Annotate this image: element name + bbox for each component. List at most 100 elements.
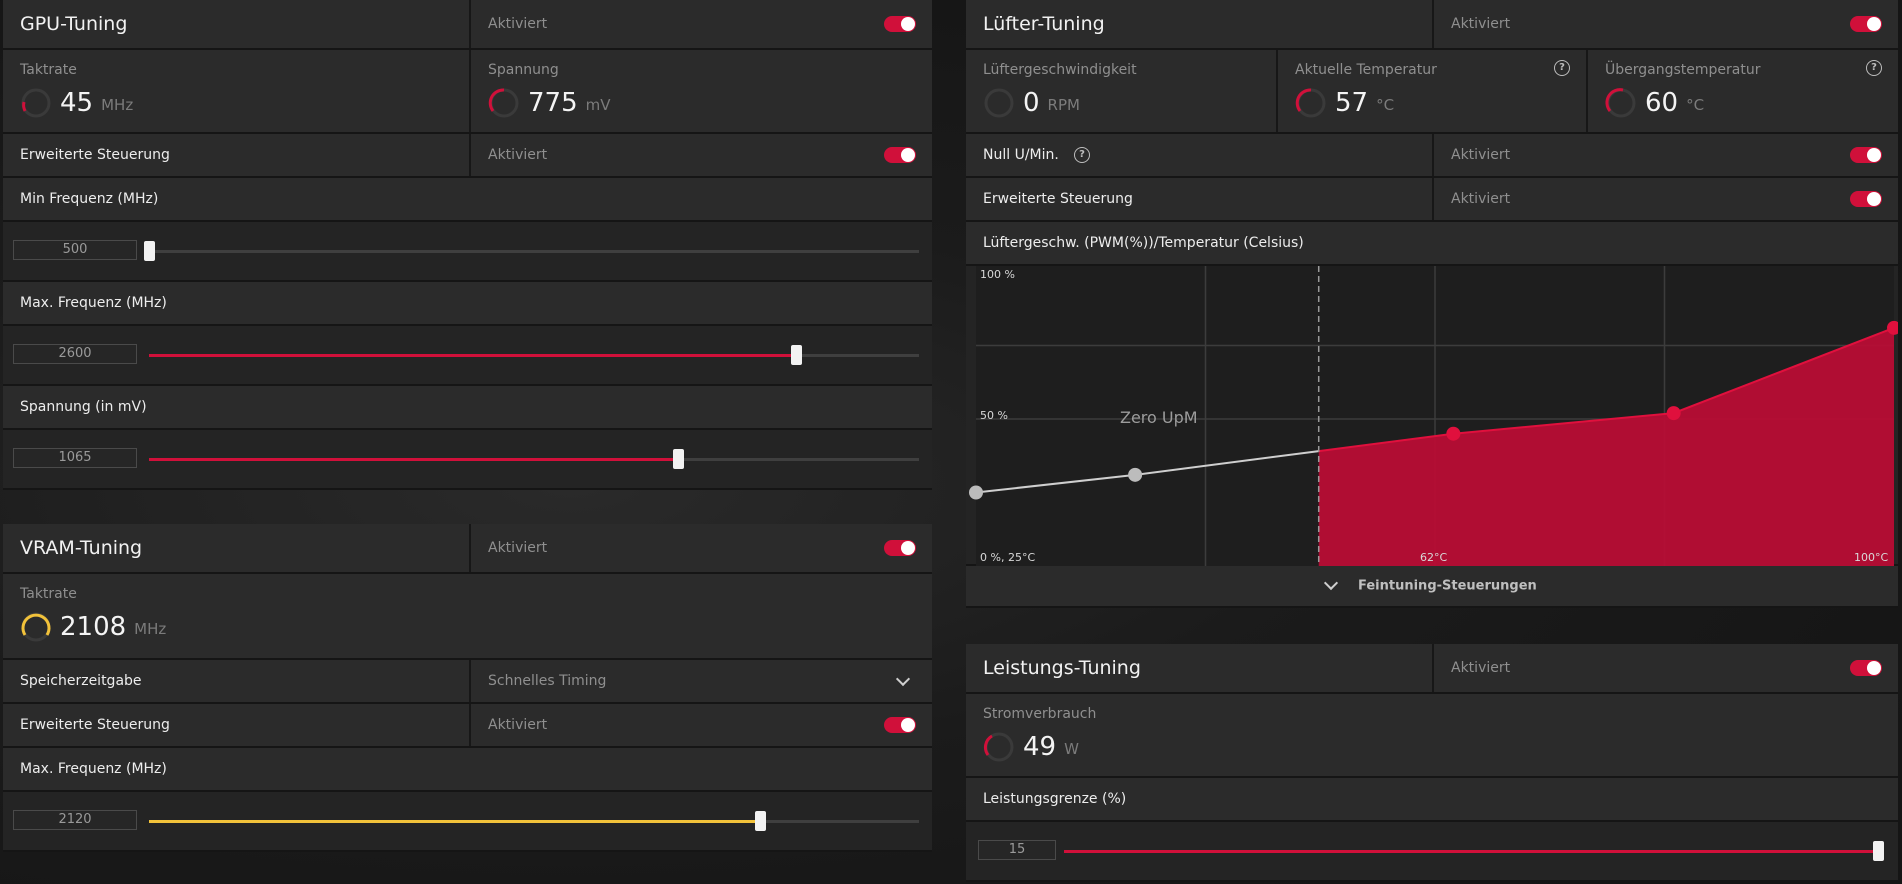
power-consumption-unit: W — [1064, 740, 1079, 758]
fan-speed-value: 0 — [1023, 88, 1040, 118]
fine-tune-row[interactable]: Feintuning-Steuerungen — [966, 566, 1898, 608]
fan-advanced-label: Erweiterte Steuerung — [983, 191, 1133, 207]
y-tick-top: 100 % — [980, 268, 1015, 281]
vram-header-row: VRAM-Tuning Aktiviert — [3, 524, 932, 574]
fan-advanced-row: Erweiterte Steuerung Aktiviert — [966, 178, 1898, 222]
zero-rpm-row: Null U/Min. ? Aktiviert — [966, 134, 1898, 178]
fan-curve-chart-row: 100 % 50 % 0 %, 25°C 62°C 100°C Zero UpM — [966, 266, 1898, 566]
power-limit-thumb[interactable] — [1873, 841, 1884, 861]
memory-timing-dropdown[interactable]: Schnelles Timing — [469, 660, 932, 702]
min-freq-input[interactable]: 500 — [13, 240, 137, 260]
fan-curve-line-active — [1318, 326, 1895, 453]
fan-tuning-toggle[interactable] — [1850, 16, 1882, 32]
power-consumption-label: Stromverbrauch — [983, 706, 1097, 722]
help-icon[interactable]: ? — [1554, 60, 1570, 76]
vram-max-freq-slider[interactable] — [149, 811, 919, 831]
junction-temp-unit: °C — [1686, 96, 1705, 114]
gpu-clock-label: Taktrate — [20, 62, 77, 78]
voltage-input[interactable]: 1065 — [13, 448, 137, 468]
fan-curve-label: Lüftergeschw. (PWM(%))/Temperatur (Celsi… — [983, 235, 1304, 251]
power-limit-label-row: Leistungsgrenze (%) — [966, 778, 1898, 822]
memory-timing-label: Speicherzeitgabe — [20, 673, 142, 689]
fan-curve-point[interactable] — [1666, 406, 1681, 421]
gauge-icon — [1605, 88, 1636, 118]
gauge-icon — [1295, 88, 1326, 118]
vram-status: Aktiviert — [488, 540, 548, 556]
voltage-slider-row: 1065 — [3, 430, 932, 490]
power-limit-input[interactable]: 15 — [978, 840, 1056, 860]
x-tick-max: 100°C — [1854, 551, 1888, 564]
gpu-clock-unit: MHz — [101, 96, 134, 114]
vram-tuning-toggle[interactable] — [884, 540, 916, 556]
max-freq-slider-row: 2600 — [3, 326, 932, 386]
fan-advanced-toggle[interactable] — [1850, 191, 1882, 207]
voltage-slider[interactable] — [149, 449, 919, 469]
vram-clock-value: 2108 — [60, 612, 127, 642]
origin-label: 0 %, 25°C — [980, 551, 1035, 564]
gpu-voltage-unit: mV — [585, 96, 611, 114]
gpu-clock-value: 45 — [60, 88, 94, 118]
gpu-header-row: GPU-Tuning Aktiviert — [3, 0, 932, 50]
gpu-tuning-panel: GPU-Tuning Aktiviert Taktrate 45 MHz Spa… — [3, 0, 932, 490]
max-freq-slider[interactable] — [149, 345, 919, 365]
gpu-advanced-status: Aktiviert — [488, 147, 548, 163]
fan-curve-fill — [1318, 327, 1894, 566]
zero-rpm-toggle[interactable] — [1850, 147, 1882, 163]
power-limit-slider-row: 15 — [966, 822, 1898, 882]
chevron-down-icon — [895, 671, 911, 687]
fan-curve-chart[interactable]: 100 % 50 % 0 %, 25°C 62°C 100°C Zero UpM — [966, 266, 1898, 566]
fan-curve-point[interactable] — [1887, 320, 1898, 335]
gpu-voltage-label: Spannung — [488, 62, 559, 78]
fan-curve-label-row: Lüftergeschw. (PWM(%))/Temperatur (Celsi… — [966, 222, 1898, 266]
fan-title: Lüfter-Tuning — [983, 13, 1105, 35]
power-limit-label: Leistungsgrenze (%) — [983, 791, 1127, 807]
help-icon[interactable]: ? — [1074, 147, 1090, 163]
vram-max-freq-input[interactable]: 2120 — [13, 810, 137, 830]
fan-curve-point[interactable] — [1446, 426, 1461, 441]
vram-max-freq-slider-row: 2120 — [3, 792, 932, 852]
vram-advanced-toggle[interactable] — [884, 717, 916, 733]
gpu-advanced-row: Erweiterte Steuerung Aktiviert — [3, 134, 932, 178]
memory-timing-value: Schnelles Timing — [488, 673, 607, 689]
zero-rpm-annotation: Zero UpM — [1120, 408, 1198, 427]
voltage-slider-label: Spannung (in mV) — [20, 399, 147, 415]
gauge-icon — [21, 612, 51, 642]
vram-max-freq-thumb[interactable] — [754, 811, 766, 831]
vram-clock-label: Taktrate — [20, 586, 77, 602]
gauge-icon — [21, 88, 51, 118]
vram-advanced-label: Erweiterte Steuerung — [20, 717, 170, 733]
current-temp-unit: °C — [1376, 96, 1395, 114]
gpu-advanced-label: Erweiterte Steuerung — [20, 147, 170, 163]
gpu-title: GPU-Tuning — [20, 13, 128, 35]
vram-metrics-row: Taktrate 2108 MHz — [3, 574, 932, 660]
help-icon[interactable]: ? — [1866, 60, 1882, 76]
power-tuning-toggle[interactable] — [1850, 660, 1882, 676]
memory-timing-row: Speicherzeitgabe Schnelles Timing — [3, 660, 932, 704]
vram-max-freq-label: Max. Frequenz (MHz) — [20, 761, 167, 777]
fan-status: Aktiviert — [1451, 16, 1511, 32]
power-limit-slider[interactable] — [1064, 841, 1884, 861]
fan-header-row: Lüfter-Tuning Aktiviert — [966, 0, 1898, 50]
junction-temp-label: Übergangstemperatur — [1605, 62, 1761, 78]
max-freq-input[interactable]: 2600 — [13, 344, 137, 364]
power-status: Aktiviert — [1451, 660, 1511, 676]
gpu-status: Aktiviert — [488, 16, 548, 32]
min-freq-slider[interactable] — [144, 241, 919, 261]
gpu-tuning-toggle[interactable] — [884, 16, 916, 32]
max-freq-thumb[interactable] — [790, 345, 802, 365]
gpu-advanced-toggle[interactable] — [884, 147, 916, 163]
voltage-thumb[interactable] — [672, 449, 684, 469]
voltage-label-row: Spannung (in mV) — [3, 386, 932, 430]
voltage-fill — [149, 458, 678, 461]
fan-curve-points — [969, 320, 1898, 500]
fan-curve-point[interactable] — [1128, 467, 1143, 482]
gauge-icon — [984, 88, 1014, 118]
fan-curve-point[interactable] — [969, 485, 983, 500]
max-freq-fill — [149, 354, 796, 357]
power-consumption-value: 49 — [1023, 732, 1057, 762]
vram-clock-unit: MHz — [134, 620, 167, 638]
min-freq-label-row: Min Frequenz (MHz) — [3, 178, 932, 222]
min-freq-thumb[interactable] — [144, 241, 155, 261]
power-limit-fill — [1064, 850, 1878, 853]
junction-temp-value: 60 — [1645, 88, 1679, 118]
